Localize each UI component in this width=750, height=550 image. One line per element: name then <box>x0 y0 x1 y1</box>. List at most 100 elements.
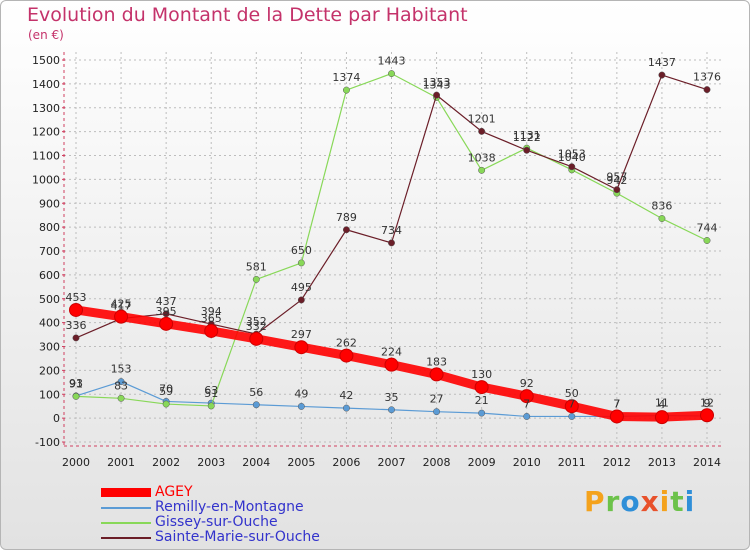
data-label: 4 <box>658 398 665 411</box>
legend-label: Gissey-sur-Ouche <box>155 514 278 530</box>
x-tick-label: 2008 <box>423 456 451 469</box>
data-point <box>654 410 669 425</box>
y-tick-label: 1200 <box>32 126 60 139</box>
data-label: 437 <box>156 295 177 308</box>
x-tick-label: 2002 <box>152 456 180 469</box>
data-label: 1353 <box>423 76 451 89</box>
data-point <box>384 357 399 372</box>
x-tick-label: 2012 <box>603 456 631 469</box>
x-tick-label: 2000 <box>62 456 90 469</box>
data-label: 417 <box>111 300 132 313</box>
data-point <box>342 86 350 94</box>
data-point <box>658 71 666 79</box>
data-point <box>388 70 395 78</box>
x-tick-label: 2006 <box>332 456 360 469</box>
legend: AGEY Remilly-en-Montagne Gissey-sur-Ouche S… <box>101 485 320 545</box>
data-point <box>568 413 576 420</box>
logo-letter: r <box>605 485 621 518</box>
data-label: 153 <box>111 363 132 376</box>
data-label: 1201 <box>468 112 496 125</box>
data-label: 581 <box>246 260 267 273</box>
data-point <box>342 404 350 412</box>
x-tick-label: 2007 <box>378 456 406 469</box>
data-label: 297 <box>291 328 312 341</box>
x-tick-label: 2013 <box>648 456 676 469</box>
logo-letter: P <box>584 485 606 518</box>
y-tick-label: 1400 <box>32 78 60 91</box>
y-tick-label: 100 <box>39 388 60 401</box>
chart-title: Evolution du Montant de la Dette par Hab… <box>27 4 468 26</box>
data-label: 83 <box>114 379 128 392</box>
logo-letter: i <box>659 485 671 518</box>
data-label: 12 <box>700 396 714 409</box>
y-tick-label: 600 <box>39 269 60 282</box>
data-label: 1374 <box>332 71 360 84</box>
data-label: 49 <box>294 387 308 400</box>
data-label: 1131 <box>513 129 541 142</box>
data-label: 365 <box>201 312 222 325</box>
data-label: 27 <box>430 393 444 406</box>
data-point <box>388 406 395 414</box>
data-point <box>252 275 260 283</box>
data-label: 7 <box>523 397 530 410</box>
data-label: 1040 <box>558 151 586 164</box>
data-point <box>72 392 80 400</box>
legend-swatch <box>101 506 151 509</box>
data-label: 56 <box>249 386 263 399</box>
data-label: 183 <box>426 355 447 368</box>
y-tick-label: 1300 <box>32 102 60 115</box>
data-point <box>117 378 125 386</box>
series <box>69 70 714 425</box>
x-tick-label: 2011 <box>558 456 586 469</box>
data-point <box>658 215 666 222</box>
data-point <box>478 127 486 135</box>
y-tick-label: 300 <box>39 341 60 354</box>
data-point <box>564 399 579 414</box>
logo-letter: o <box>620 485 641 518</box>
grid <box>64 52 721 446</box>
data-label: 495 <box>291 281 312 294</box>
data-label: 395 <box>156 305 177 318</box>
data-label: 51 <box>204 387 218 400</box>
data-label: 93 <box>69 377 83 390</box>
data-label: 63 <box>204 384 218 397</box>
data-label: 35 <box>385 391 399 404</box>
data-point <box>339 348 354 363</box>
data-label: 1038 <box>468 151 496 164</box>
data-label: 425 <box>111 298 132 311</box>
data-label: 91 <box>69 377 83 390</box>
data-point <box>252 401 260 409</box>
data-label: 7 <box>568 397 575 410</box>
data-point <box>117 394 125 402</box>
legend-label: Remilly-en-Montagne <box>155 499 304 515</box>
y-tick-label: 1500 <box>32 54 60 67</box>
data-label: 789 <box>336 211 357 224</box>
y-tick-label: 1000 <box>32 173 60 186</box>
y-tick-label: 200 <box>39 364 60 377</box>
data-point <box>204 323 219 338</box>
x-tick-label: 2009 <box>468 456 496 469</box>
data-label: 744 <box>697 221 718 234</box>
data-label: 453 <box>66 291 87 304</box>
data-label: 130 <box>471 368 492 381</box>
chart-subtitle: (en €) <box>28 28 64 42</box>
data-point <box>523 146 531 154</box>
x-tick-label: 2004 <box>242 456 270 469</box>
data-point <box>523 413 531 420</box>
data-label: 7 <box>613 397 620 410</box>
data-label: 92 <box>520 377 534 390</box>
data-point <box>433 408 441 416</box>
data-point <box>703 86 711 94</box>
data-point <box>159 316 174 331</box>
data-point <box>69 302 83 317</box>
x-tick-label: 2001 <box>107 456 135 469</box>
data-label: 59 <box>159 385 173 398</box>
legend-item: Remilly-en-Montagne <box>101 500 320 515</box>
data-label: 1343 <box>423 78 451 91</box>
x-tick-label: 2005 <box>287 456 315 469</box>
data-label: 734 <box>381 224 402 237</box>
data-point <box>568 163 576 171</box>
